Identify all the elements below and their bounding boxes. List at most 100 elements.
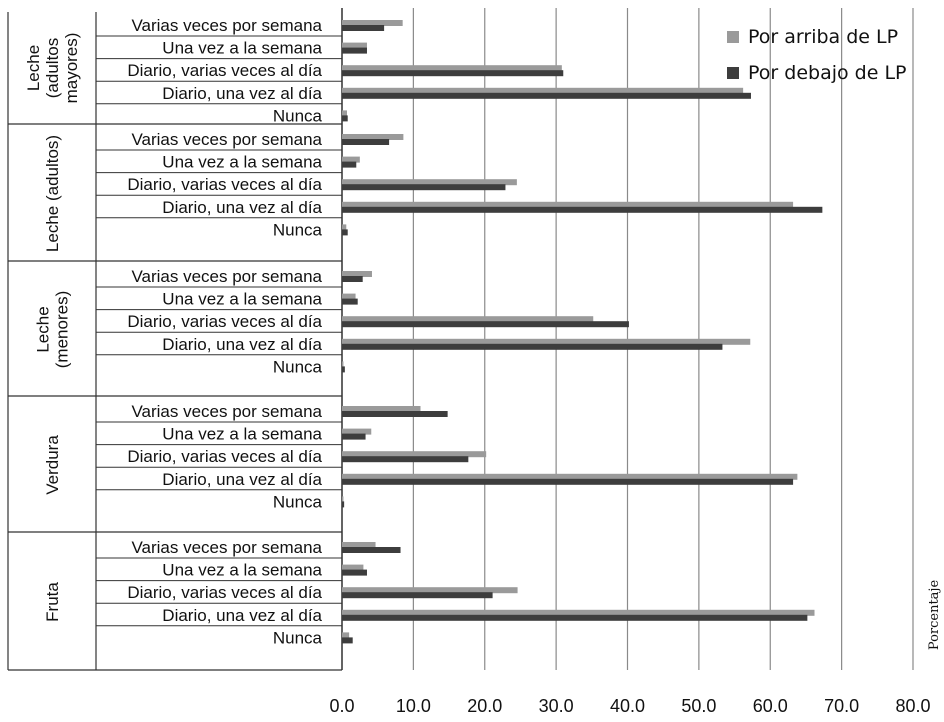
bar-below-lp	[342, 47, 367, 54]
x-axis-title: Porcentaje	[927, 580, 942, 651]
bar-above-lp	[342, 201, 794, 208]
category-label: Una vez a la semana	[162, 290, 322, 309]
group-label: (adultos	[43, 38, 62, 98]
bar-above-lp	[342, 293, 356, 300]
bar-above-lp	[342, 428, 372, 435]
category-label: Nunca	[273, 492, 323, 511]
legend-swatch-below	[727, 67, 739, 79]
bar-below-lp	[342, 70, 564, 77]
bar-above-lp	[342, 338, 751, 345]
bar-above-lp	[342, 587, 518, 594]
x-tick-label: 20.0	[467, 696, 502, 716]
bar-below-lp	[342, 229, 348, 236]
bar-above-lp	[342, 224, 347, 231]
bar-below-lp	[342, 547, 401, 553]
legend-label-below: Por debajo de LP	[748, 62, 907, 84]
bar-above-lp	[342, 20, 403, 26]
category-label: Nunca	[273, 220, 323, 239]
bar-above-lp	[342, 316, 594, 323]
category-label: Nunca	[273, 106, 323, 125]
category-label: Varias veces por semana	[131, 16, 322, 35]
bar-above-lp	[342, 179, 517, 186]
category-label: Diario, una vez al día	[162, 198, 322, 217]
bar-above-lp	[342, 134, 404, 140]
bar-above-lp	[342, 361, 344, 368]
bar-above-lp	[342, 496, 344, 503]
category-label: Diario, varias veces al día	[127, 312, 322, 331]
bar-below-lp	[342, 115, 348, 122]
bar-above-lp	[342, 271, 372, 277]
category-label: Diario, una vez al día	[162, 470, 322, 489]
bar-below-lp	[342, 592, 493, 599]
bar-below-lp	[342, 478, 794, 485]
category-label: Varias veces por semana	[131, 267, 322, 286]
legend-swatch-above	[727, 31, 739, 43]
bar-below-lp	[342, 343, 723, 350]
category-label: Una vez a la semana	[162, 39, 322, 58]
x-tick-label: 80.0	[895, 696, 930, 716]
bars	[342, 20, 823, 644]
bar-below-lp	[342, 139, 390, 145]
bar-below-lp	[342, 614, 808, 621]
category-label: Diario, una vez al día	[162, 606, 322, 625]
category-label: Una vez a la semana	[162, 153, 322, 172]
bar-below-lp	[342, 456, 469, 463]
bar-below-lp	[342, 161, 357, 168]
category-label: Diario, varias veces al día	[127, 175, 322, 194]
group-label: Fruta	[43, 582, 62, 622]
bar-below-lp	[342, 569, 367, 576]
x-tick-label: 60.0	[753, 696, 788, 716]
group-label: mayores)	[62, 33, 81, 104]
group-label: Leche (adultos)	[43, 135, 62, 252]
category-label: Varias veces por semana	[131, 402, 322, 421]
bar-above-lp	[342, 87, 744, 94]
category-label: Varias veces por semana	[131, 538, 322, 557]
bar-below-lp	[342, 501, 345, 508]
group-label: Leche	[34, 306, 53, 352]
x-tick-label: 10.0	[396, 696, 431, 716]
group-label: Leche	[24, 45, 43, 91]
x-tick-label: 40.0	[610, 696, 645, 716]
group-label: (menores)	[53, 291, 72, 368]
bar-above-lp	[342, 406, 421, 412]
legend-label-above: Por arriba de LP	[748, 26, 898, 48]
bar-above-lp	[342, 632, 350, 639]
bar-above-lp	[342, 65, 562, 72]
category-label: Una vez a la semana	[162, 425, 322, 444]
category-label: Diario, varias veces al día	[127, 61, 322, 80]
group-label: Verdura	[43, 435, 62, 495]
bar-above-lp	[342, 542, 376, 548]
bar-below-lp	[342, 366, 345, 373]
category-table: Varias veces por semana Una vez a la sema…	[7, 12, 342, 671]
x-axis-ticks: 0.0 10.0 20.0 30.0 40.0 50.0 60.0 70.0 80.0	[329, 696, 930, 716]
legend: Por arriba de LP Por debajo de LP	[727, 26, 907, 84]
bar-below-lp	[342, 433, 366, 440]
bar-above-lp	[342, 473, 798, 480]
category-label: Diario, una vez al día	[162, 335, 322, 354]
bar-below-lp	[342, 184, 506, 191]
bar-above-lp	[342, 42, 367, 49]
category-label: Diario, varias veces al día	[127, 583, 322, 602]
bar-below-lp	[342, 92, 751, 99]
bar-above-lp	[342, 156, 360, 163]
category-label: Nunca	[273, 357, 323, 376]
bar-below-lp	[342, 637, 353, 644]
x-tick-label: 30.0	[539, 696, 574, 716]
bar-below-lp	[342, 206, 823, 213]
bar-above-lp	[342, 110, 347, 117]
bar-below-lp	[342, 25, 385, 31]
x-tick-label: 50.0	[681, 696, 716, 716]
category-label: Diario, una vez al día	[162, 84, 322, 103]
x-tick-label: 0.0	[329, 696, 354, 716]
category-label: Una vez a la semana	[162, 561, 322, 580]
category-label: Varias veces por semana	[131, 130, 322, 149]
category-label: Diario, varias veces al día	[127, 447, 322, 466]
x-tick-label: 70.0	[824, 696, 859, 716]
bar-below-lp	[342, 276, 363, 282]
bar-above-lp	[342, 609, 815, 616]
bar-below-lp	[342, 321, 629, 328]
category-label: Nunca	[273, 628, 323, 647]
bar-above-lp	[342, 451, 487, 458]
